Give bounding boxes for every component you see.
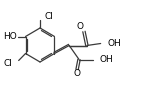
Text: OH: OH [107, 39, 121, 48]
Text: HO: HO [3, 32, 17, 41]
Text: Cl: Cl [4, 59, 13, 68]
Text: OH: OH [100, 55, 113, 64]
Text: O: O [74, 69, 81, 78]
Text: O: O [76, 22, 83, 31]
Text: Cl: Cl [45, 12, 54, 20]
